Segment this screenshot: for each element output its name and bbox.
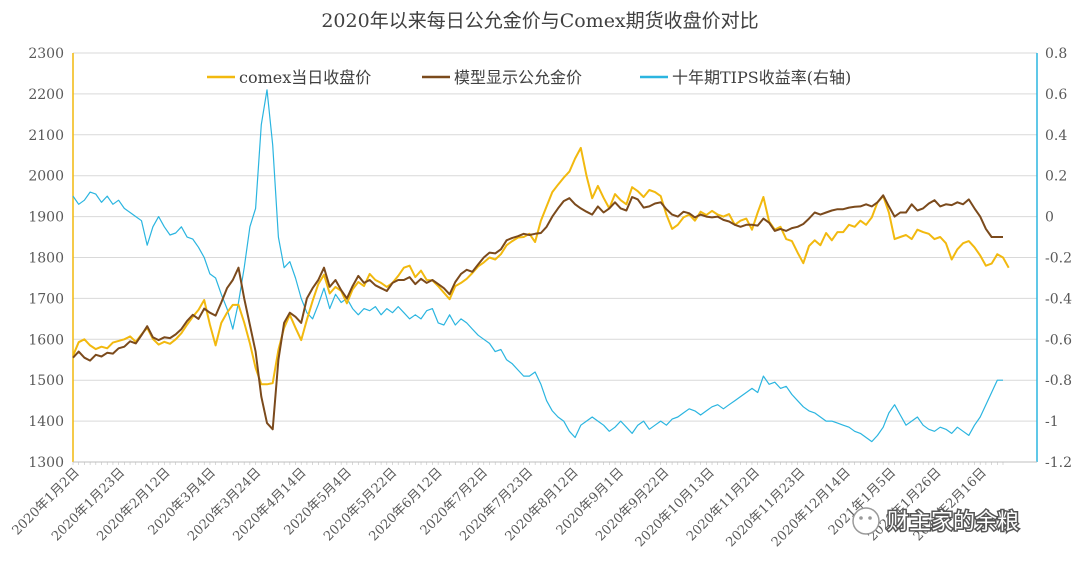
chart-title: 2020年以来每日公允金价与Comex期货收盘价对比 xyxy=(321,10,758,32)
y2-tick-label: 0.2 xyxy=(1045,169,1067,185)
watermark-text: 财主家的余粮 xyxy=(887,510,1019,535)
y-tick-label: 2000 xyxy=(28,169,64,185)
x-axis-ticks: 2020年1月2日2020年1月23日2020年2月12日2020年3月4日20… xyxy=(10,462,1004,550)
x-tick-label: 2020年11月23日 xyxy=(723,465,808,550)
y-tick-label: 1800 xyxy=(28,251,64,267)
y-tick-label: 2300 xyxy=(28,46,64,62)
y2-tick-label: -0.8 xyxy=(1045,373,1072,389)
y2-tick-label: -0.2 xyxy=(1045,251,1072,267)
series-line-tips xyxy=(72,89,1003,443)
y2-tick-label: -1.2 xyxy=(1045,455,1072,471)
y2-tick-label: -0.4 xyxy=(1045,291,1072,307)
series-line-model xyxy=(72,194,1003,431)
series-line-comex xyxy=(72,146,1010,386)
y-tick-label: 2100 xyxy=(28,128,64,144)
legend: comex当日收盘价 模型显示公允金价 十年期TIPS收益率(右轴) xyxy=(207,68,851,87)
y2-tick-label: -1 xyxy=(1045,414,1059,430)
y-tick-label: 1500 xyxy=(28,373,64,389)
y2-tick-label: 0 xyxy=(1045,210,1054,226)
y-tick-label: 1900 xyxy=(28,210,64,226)
legend-label-model: 模型显示公允金价 xyxy=(454,68,582,87)
y-tick-label: 1300 xyxy=(28,455,64,471)
y2-tick-label: 0.4 xyxy=(1045,128,1067,144)
wechat-icon xyxy=(852,507,880,535)
y-tick-label: 1400 xyxy=(28,414,64,430)
legend-label-tips: 十年期TIPS收益率(右轴) xyxy=(672,68,851,87)
x-tick-label: 2020年12月14日 xyxy=(769,465,854,550)
watermark: 财主家的余粮 xyxy=(852,507,1021,537)
legend-label-comex: comex当日收盘价 xyxy=(239,68,371,87)
left-axis-ticks: 1300 1400 1500 1600 1700 1800 1900 2000 2100 2200… xyxy=(28,46,64,471)
y2-tick-label: -0.6 xyxy=(1045,332,1072,348)
right-axis-ticks: -1.2 -1 -0.8 -0.6 -0.4 -0.2 0 0.2 0.4 0.6 0.8 xyxy=(1045,46,1072,471)
y-tick-label: 1600 xyxy=(28,332,64,348)
y2-tick-label: 0.6 xyxy=(1045,87,1067,103)
series-layer xyxy=(72,89,1010,443)
grid xyxy=(73,52,1037,422)
y2-tick-label: 0.8 xyxy=(1045,46,1067,62)
y-tick-label: 2200 xyxy=(28,87,64,103)
x-tick-label: 2020年10月13日 xyxy=(633,465,718,550)
y-tick-label: 1700 xyxy=(28,291,64,307)
